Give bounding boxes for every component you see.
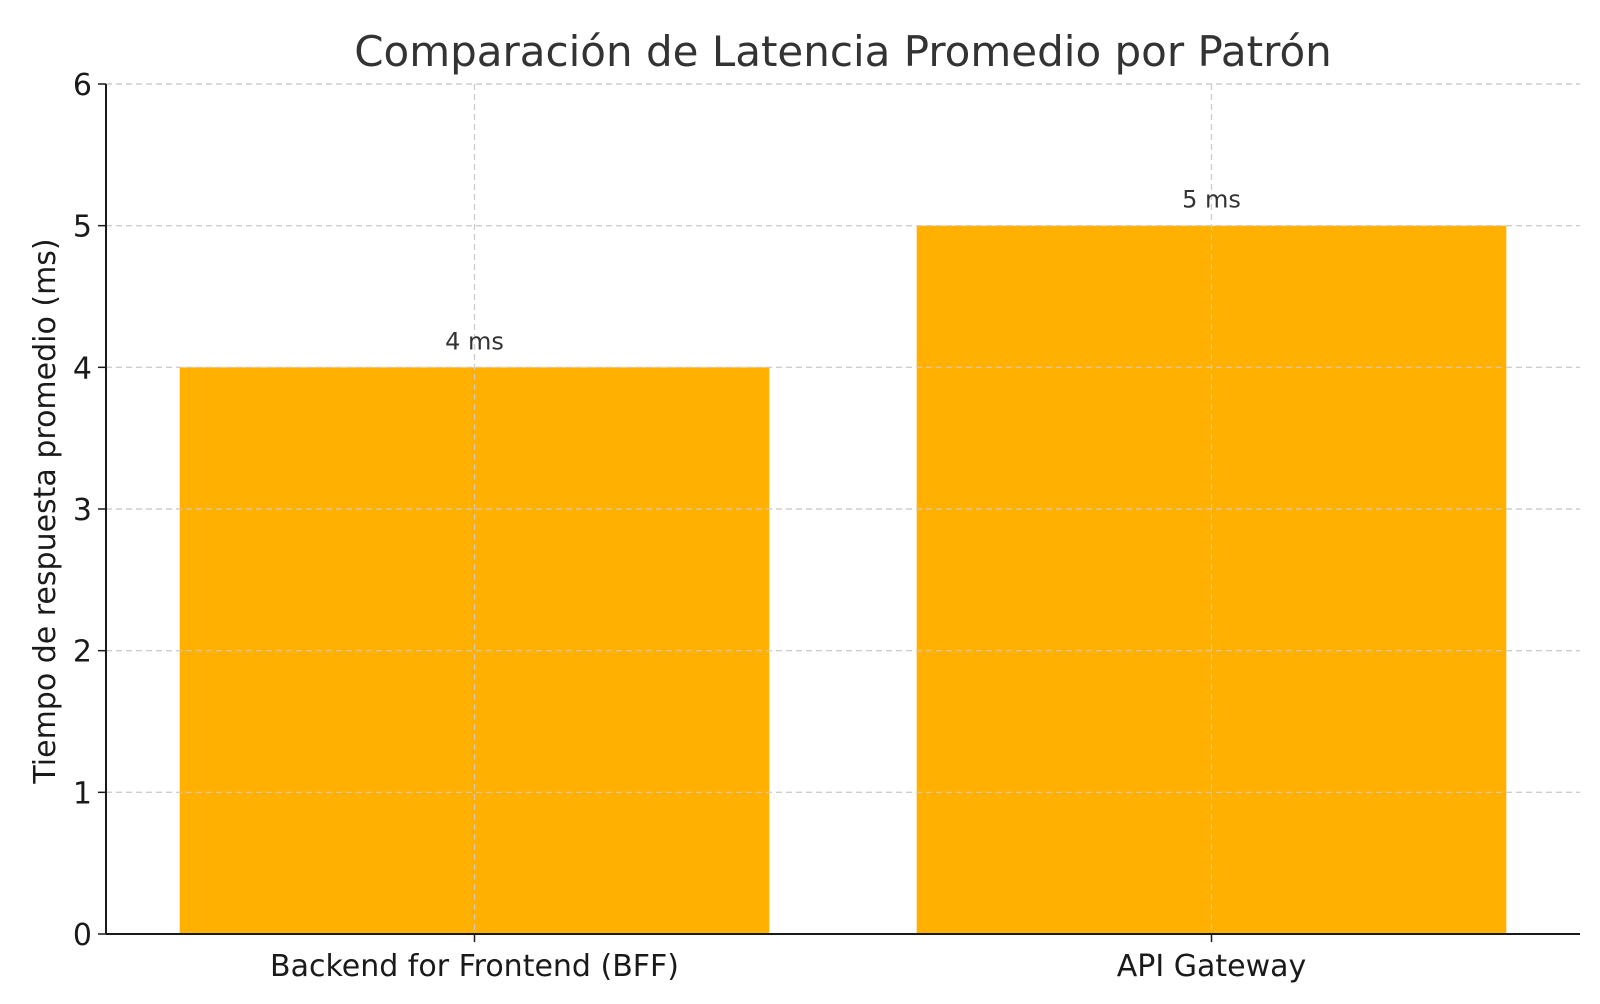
grid-overlay [106,83,1580,934]
bar-value-labels: 4 ms 5 ms [445,186,1241,356]
y-tick-label: 0 [73,918,92,953]
x-axis-ticks: Backend for Frontend (BFF) API Gateway [270,934,1306,984]
y-tick-label: 6 [73,68,92,103]
y-tick-label: 1 [73,776,92,811]
y-tick-label: 2 [73,635,92,670]
x-tick-label: API Gateway [1117,949,1307,984]
y-tick-label: 4 [73,351,92,386]
bar-value-label: 5 ms [1182,186,1241,214]
bars [179,225,1507,934]
y-tick-label: 3 [73,493,92,528]
y-tick-label: 5 [73,210,92,245]
chart-title: Comparación de Latencia Promedio por Pat… [354,27,1332,76]
y-axis-label: Tiempo de respuesta promedio (ms) [28,238,63,784]
bar-value-label: 4 ms [445,327,504,355]
x-tick-label: Backend for Frontend (BFF) [270,949,679,984]
y-axis-ticks: 0 1 2 3 4 5 6 [73,68,106,953]
